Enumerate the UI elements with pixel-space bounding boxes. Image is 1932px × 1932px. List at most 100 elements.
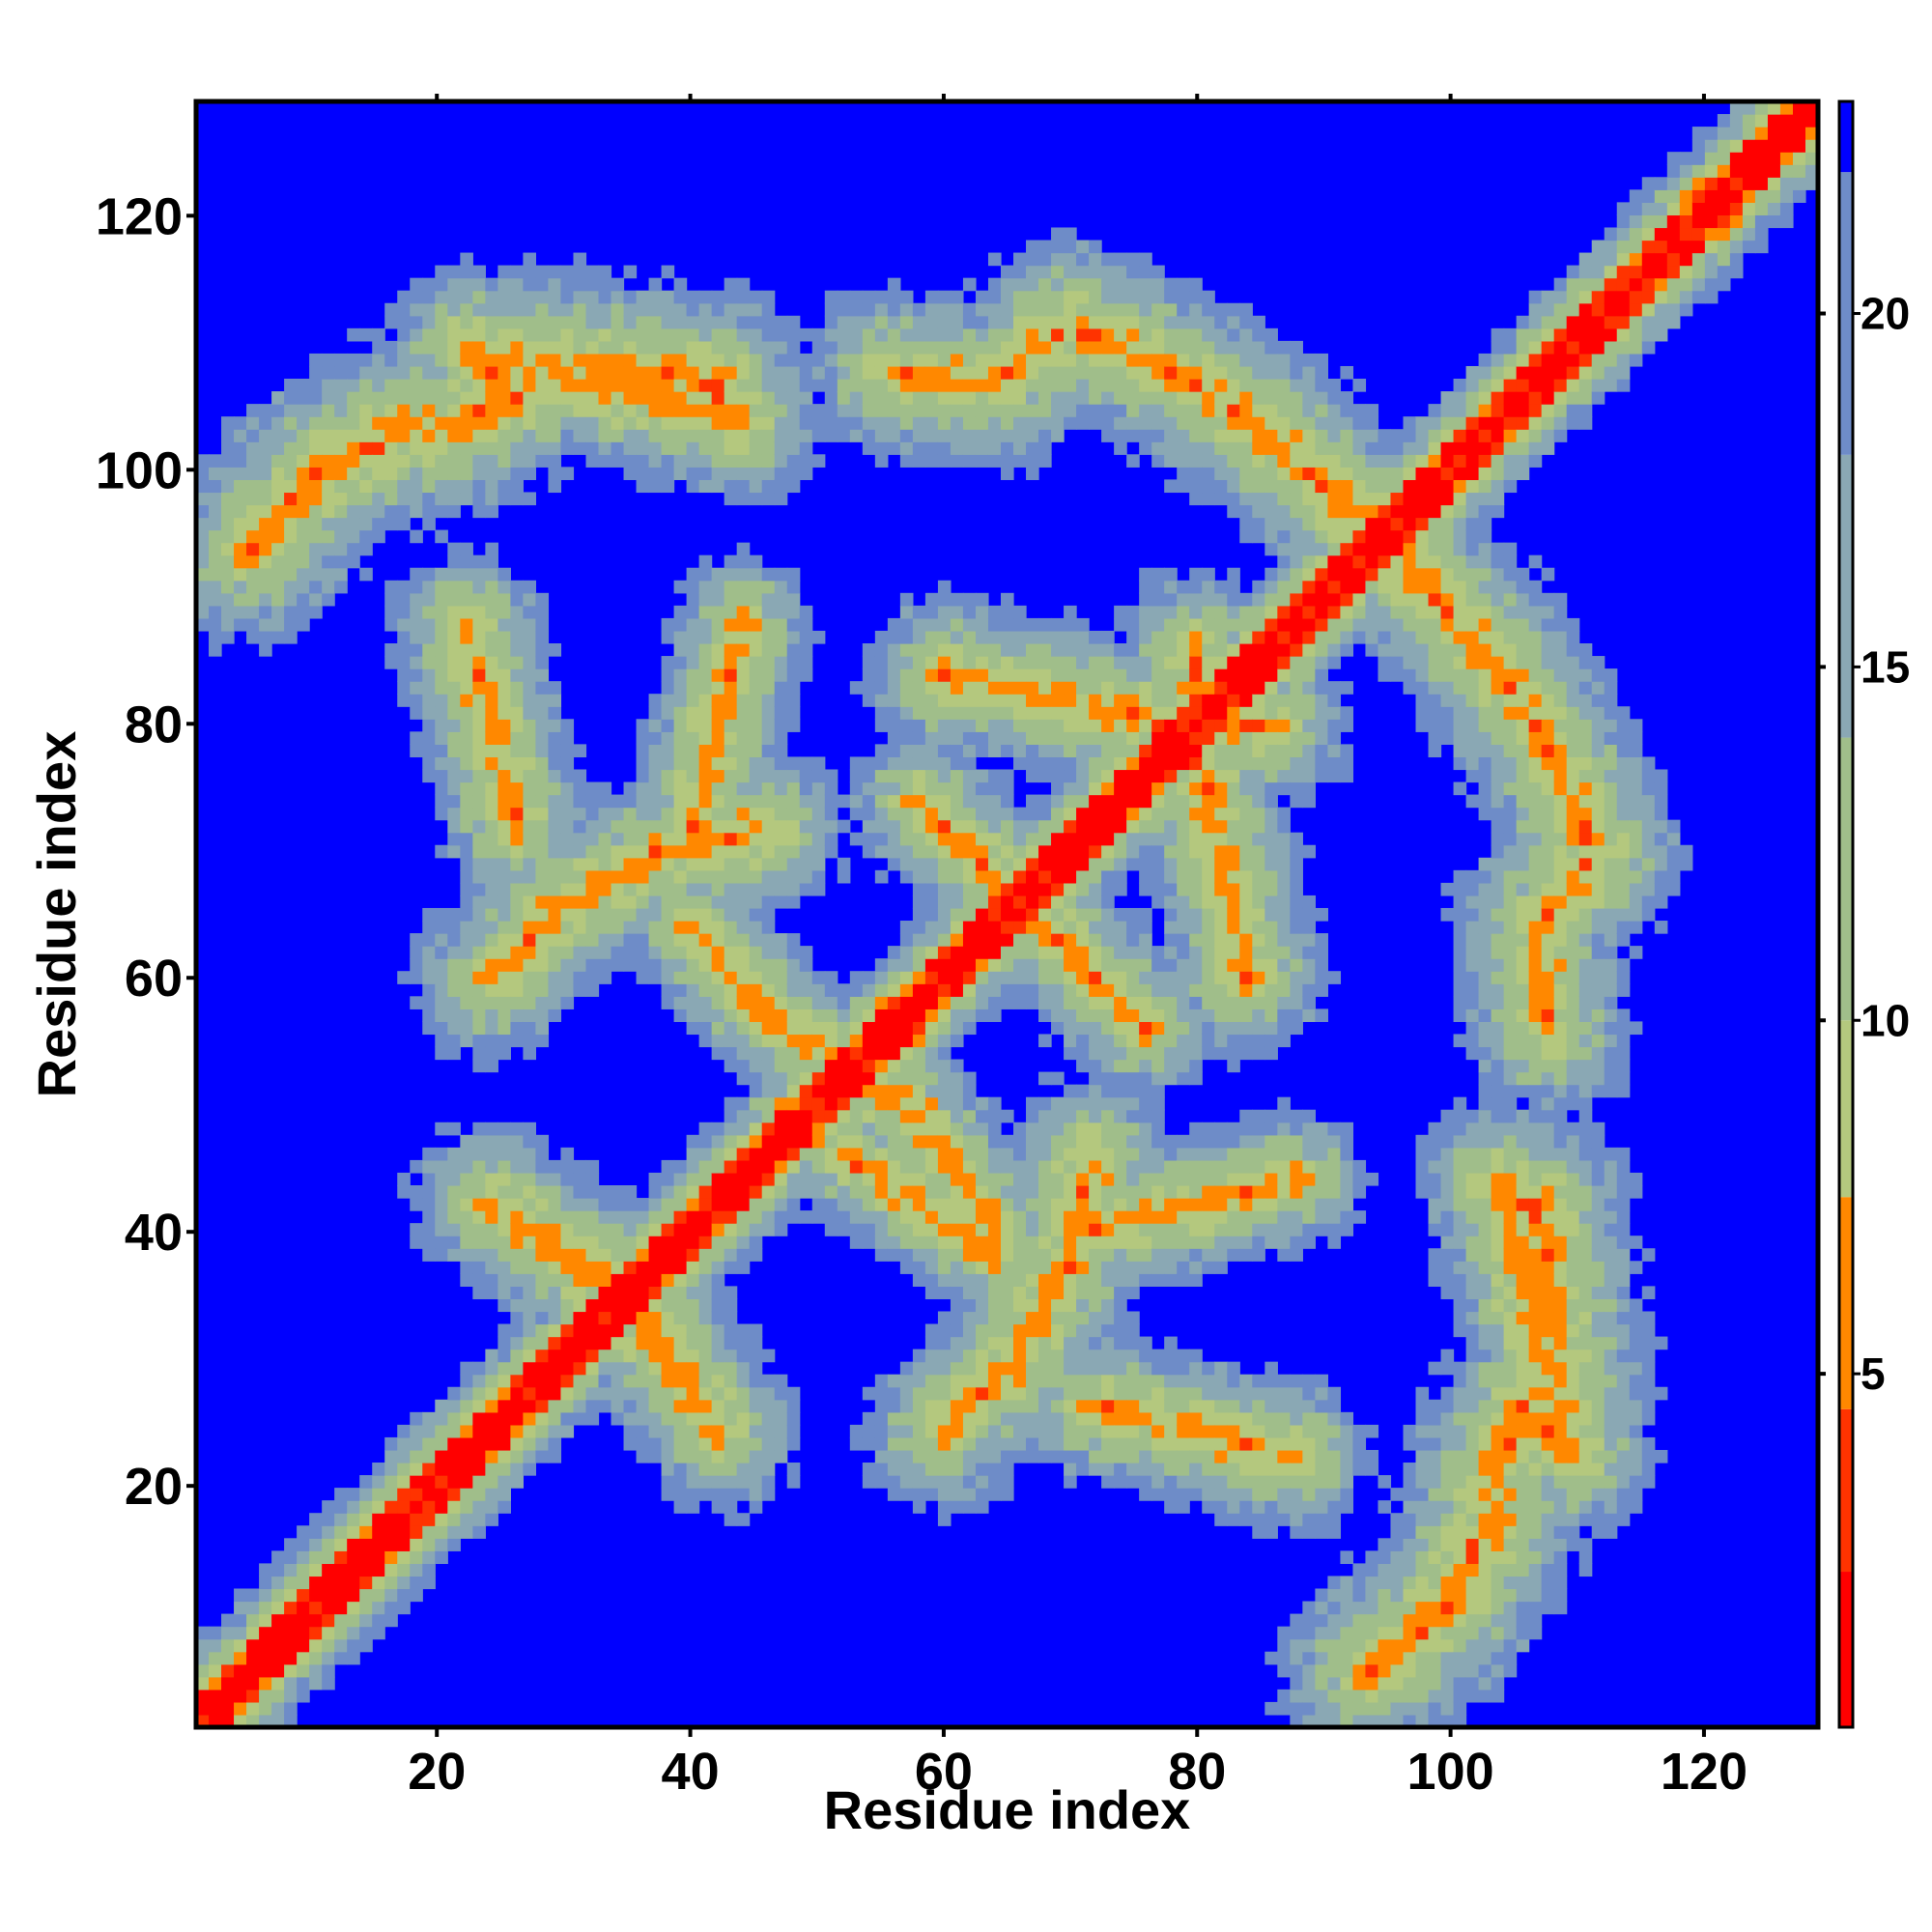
heatmap-cell (510, 744, 525, 758)
heatmap-cell (962, 1311, 977, 1325)
heatmap-cell (585, 1411, 600, 1426)
heatmap-cell (1026, 617, 1039, 632)
heatmap-cell (1139, 832, 1152, 846)
heatmap-cell (874, 1034, 889, 1048)
heatmap-cell (761, 391, 776, 405)
heatmap-cell (724, 958, 738, 972)
heatmap-cell (196, 1676, 210, 1690)
heatmap-cell (397, 441, 411, 455)
heatmap-cell (1114, 617, 1127, 632)
heatmap-cell (661, 807, 675, 821)
heatmap-cell (1126, 668, 1140, 682)
heatmap-cell (899, 656, 914, 669)
heatmap-cell (774, 1134, 788, 1149)
heatmap-cell (1076, 921, 1090, 934)
heatmap-cell (950, 416, 964, 430)
heatmap-cell (698, 1134, 713, 1149)
heatmap-cell (862, 1475, 876, 1489)
heatmap-cell (1101, 643, 1115, 657)
heatmap-cell (1038, 277, 1052, 292)
heatmap-cell (799, 1071, 813, 1086)
heatmap-cell (510, 756, 525, 771)
heatmap-cell (1000, 819, 1014, 834)
heatmap-cell (799, 971, 813, 984)
heatmap-cell (623, 1349, 638, 1363)
heatmap-cell (384, 1463, 398, 1476)
heatmap-cell (698, 416, 713, 430)
heatmap-cell (611, 1261, 625, 1274)
heatmap-cell (510, 706, 525, 720)
heatmap-cell (937, 971, 952, 984)
heatmap-cell (1026, 416, 1039, 430)
heatmap-cell (585, 1323, 600, 1338)
heatmap-cell (1151, 807, 1165, 821)
heatmap-cell (799, 983, 813, 997)
heatmap-cell (1000, 429, 1014, 442)
heatmap-cell (1038, 441, 1052, 455)
heatmap-cell (460, 1386, 473, 1401)
heatmap-cell (384, 1601, 398, 1615)
heatmap-cell (372, 1475, 385, 1489)
heatmap-cell (1114, 1109, 1127, 1123)
heatmap-cell (334, 429, 348, 442)
heatmap-cell (246, 1588, 260, 1603)
heatmap-cell (899, 290, 914, 304)
heatmap-cell (497, 1449, 511, 1463)
heatmap-cell (673, 971, 688, 984)
heatmap-cell (460, 958, 473, 972)
heatmap-cell (1064, 668, 1077, 682)
heatmap-cell (510, 1323, 525, 1338)
heatmap-cell (1126, 744, 1140, 758)
heatmap-cell (410, 277, 423, 292)
heatmap-cell (962, 1109, 977, 1123)
heatmap-cell (523, 467, 537, 480)
heatmap-cell (786, 1411, 801, 1426)
heatmap-cell (359, 517, 373, 531)
heatmap-cell (322, 492, 335, 506)
heatmap-cell (284, 1588, 298, 1603)
heatmap-cell (548, 353, 562, 367)
heatmap-cell (598, 882, 612, 896)
heatmap-cell (661, 1424, 675, 1438)
heatmap-cell (975, 441, 989, 455)
heatmap-cell (673, 454, 688, 468)
heatmap-cell (435, 1185, 448, 1199)
heatmap-cell (761, 1198, 776, 1211)
heatmap-cell (724, 290, 738, 304)
heatmap-cell (523, 580, 537, 594)
heatmap-cell (899, 1046, 914, 1061)
heatmap-cell (472, 379, 486, 392)
heatmap-cell (598, 454, 612, 468)
heatmap-cell (523, 1122, 537, 1136)
heatmap-cell (485, 290, 498, 304)
heatmap-cell (648, 933, 663, 947)
heatmap-cell (347, 1601, 360, 1615)
heatmap-cell (987, 630, 1002, 644)
heatmap-cell (1164, 983, 1178, 997)
heatmap-cell (962, 617, 977, 632)
heatmap-cell (523, 719, 537, 732)
heatmap-cell (1000, 681, 1014, 695)
heatmap-cell (849, 1109, 864, 1123)
heatmap-cell (548, 379, 562, 392)
heatmap-cell (899, 391, 914, 405)
heatmap-cell (786, 1034, 801, 1048)
heatmap-cell (724, 1361, 738, 1376)
heatmap-cell (284, 592, 298, 607)
heatmap-cell (887, 1248, 901, 1262)
heatmap-cell (246, 1714, 260, 1728)
heatmap-cell (435, 1021, 448, 1036)
heatmap-cell (912, 719, 926, 732)
heatmap-cell (460, 467, 473, 480)
heatmap-cell (899, 1134, 914, 1149)
heatmap-cell (246, 416, 260, 430)
heatmap-cell (1076, 756, 1090, 771)
heatmap-cell (1051, 1286, 1065, 1300)
heatmap-cell (259, 554, 272, 569)
heatmap-cell (824, 1059, 838, 1073)
heatmap-cell (322, 479, 335, 494)
heatmap-cell (774, 706, 788, 720)
heatmap-cell (523, 1463, 537, 1476)
heatmap-cell (975, 946, 989, 959)
heatmap-cell (221, 580, 235, 594)
